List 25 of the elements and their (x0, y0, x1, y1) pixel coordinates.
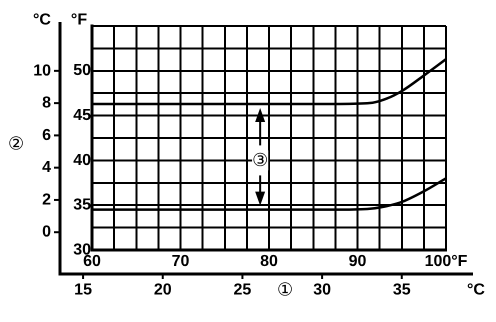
y2-tick-label: 6 (42, 126, 52, 144)
y-tick-label: 50 (73, 62, 92, 80)
x2-tick-label: 35 (392, 281, 411, 298)
text: ① (276, 280, 294, 301)
x2-tick-label: 20 (154, 281, 172, 298)
y-axis-title: °F (70, 11, 88, 28)
x-tick-label: 70 (172, 253, 190, 270)
x-tick-label: 90 (348, 253, 366, 270)
y2-tick-label: 0 (42, 224, 52, 241)
x2-tick-label: 30 (313, 281, 332, 298)
y2-tick-label: 10 (33, 62, 52, 80)
annotation: ③ (252, 150, 268, 172)
x2-axis-title: °C (467, 281, 486, 298)
x-tick-label: 100°F (424, 253, 468, 270)
y2-tick-label: 2 (42, 191, 52, 208)
x2-tick-label: 25 (234, 281, 252, 298)
x2-tick-label: 15 (74, 281, 92, 298)
text: ② (8, 134, 24, 155)
x-tick-label: 80 (260, 253, 278, 270)
y-tick-label: 45 (73, 107, 92, 124)
y-tick-label: 40 (73, 152, 92, 169)
y-tick-label: 35 (73, 196, 92, 214)
y2-tick-label: 8 (42, 94, 52, 112)
y2-tick-label: 4 (42, 159, 52, 176)
y2-axis-title: °C (33, 11, 52, 28)
